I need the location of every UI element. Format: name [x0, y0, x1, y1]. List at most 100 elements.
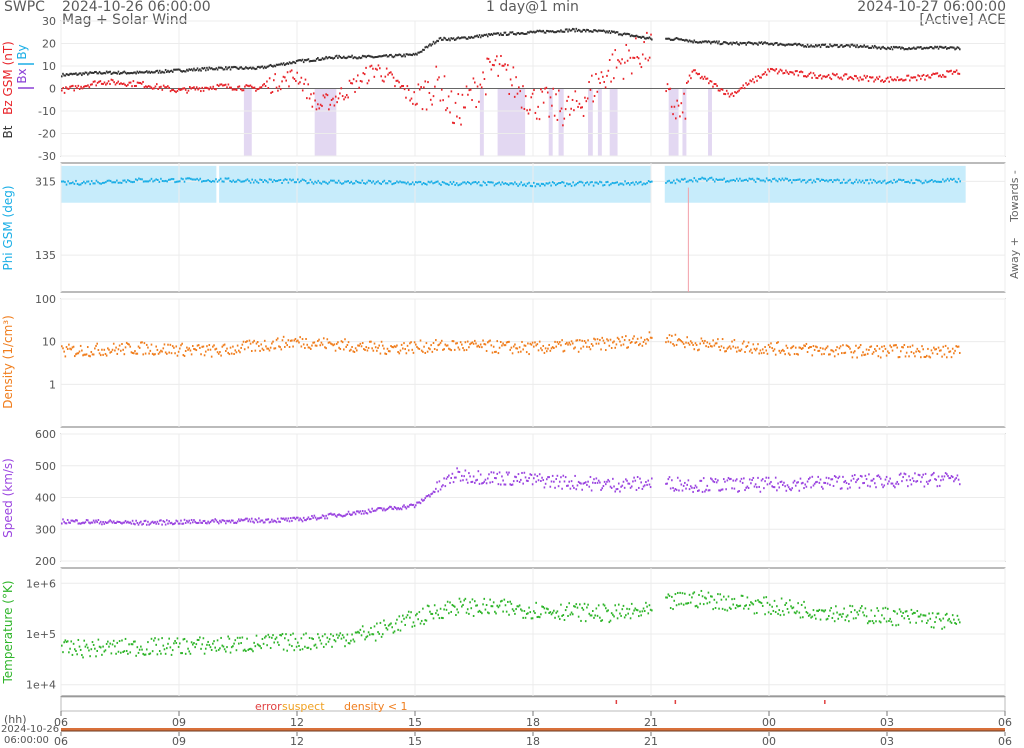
density-point — [486, 341, 489, 344]
phi-point — [831, 181, 834, 184]
towards-label: Towards - — [1008, 170, 1021, 223]
bt-point — [931, 47, 934, 50]
temperature-point — [790, 605, 792, 608]
speed-point — [226, 519, 228, 522]
density-point — [562, 350, 565, 353]
density-point — [534, 341, 536, 344]
density-point — [927, 347, 929, 350]
temperature-point — [752, 603, 755, 606]
phi-point — [624, 180, 626, 183]
density-point — [417, 347, 419, 350]
temperature-point — [239, 636, 241, 639]
bz-point — [271, 90, 274, 93]
phi-point — [315, 181, 318, 184]
temperature-point — [908, 617, 910, 620]
density-point — [505, 341, 508, 344]
speed-point — [135, 519, 137, 522]
phi-towards-band — [219, 165, 651, 203]
speed-point — [367, 508, 370, 511]
phi-point — [534, 185, 537, 188]
bz-point — [62, 87, 64, 90]
density-point — [510, 346, 513, 349]
bt-point — [347, 55, 350, 58]
speed-point — [753, 485, 756, 488]
density-point — [681, 341, 684, 344]
bt-point — [435, 41, 437, 44]
bz-point — [442, 99, 444, 102]
bz-point — [869, 76, 871, 79]
speed-point — [850, 479, 853, 482]
phi-point — [109, 179, 112, 182]
speed-point — [820, 485, 823, 488]
phi-point — [297, 178, 299, 181]
bz-point — [831, 72, 834, 75]
density-point — [584, 341, 587, 344]
temperature-point — [817, 610, 819, 613]
bt-point — [857, 46, 860, 49]
bt-point — [922, 47, 924, 50]
phi-point — [767, 179, 770, 182]
speed-point — [457, 470, 460, 473]
density-point — [957, 345, 960, 348]
bt-point — [687, 40, 690, 43]
speed-point — [148, 523, 150, 526]
density-point — [358, 344, 360, 347]
phi-point — [226, 177, 228, 180]
bz-point — [133, 84, 136, 87]
density-point — [317, 340, 319, 343]
bt-point — [786, 43, 789, 46]
density-point — [524, 344, 527, 347]
speed-point — [555, 478, 558, 481]
density-point — [667, 340, 670, 343]
density-point — [350, 348, 352, 351]
density-point — [639, 342, 641, 345]
bz-point — [250, 85, 253, 88]
bz-point — [83, 85, 85, 88]
bz-point — [764, 71, 767, 74]
temperature-point — [607, 609, 609, 612]
temperature-point — [820, 609, 823, 612]
density-point — [797, 353, 799, 356]
bz-point — [429, 98, 432, 101]
bt-point — [789, 43, 791, 46]
phi-point — [167, 178, 170, 181]
speed-point — [446, 476, 449, 479]
bt-point — [691, 40, 693, 43]
bt-point — [350, 56, 352, 59]
temperature-point — [688, 593, 691, 596]
speed-point — [671, 479, 673, 482]
density-point — [409, 342, 411, 345]
speed-point — [615, 488, 618, 491]
speed-point — [71, 519, 74, 522]
temperature-point — [196, 638, 199, 641]
bt-point — [415, 52, 417, 55]
speed-point — [111, 521, 114, 524]
bz-point — [836, 73, 838, 76]
density-point — [842, 344, 844, 347]
bt-point — [390, 53, 392, 56]
speed-point — [203, 519, 206, 522]
density-point — [911, 344, 914, 347]
temperature-point — [864, 607, 867, 610]
speed-point — [938, 484, 941, 487]
bz-point — [403, 88, 406, 91]
bt-point — [613, 30, 615, 33]
bz-point — [731, 92, 734, 95]
bz-point — [480, 86, 483, 89]
bz-point — [873, 80, 875, 83]
bz-point — [186, 91, 188, 94]
density-point — [174, 352, 176, 355]
bz-point — [388, 71, 391, 74]
density-point — [311, 344, 313, 347]
bz-point — [350, 82, 352, 85]
temperature-point — [626, 607, 628, 610]
phi-point — [817, 178, 820, 181]
temperature-point — [929, 617, 932, 620]
temperature-point — [875, 620, 877, 623]
density-point — [461, 343, 463, 346]
temperature-point — [522, 616, 524, 619]
bt-point — [671, 38, 673, 41]
temperature-point — [933, 626, 935, 629]
speed-point — [268, 521, 271, 524]
speed-point — [819, 478, 822, 481]
